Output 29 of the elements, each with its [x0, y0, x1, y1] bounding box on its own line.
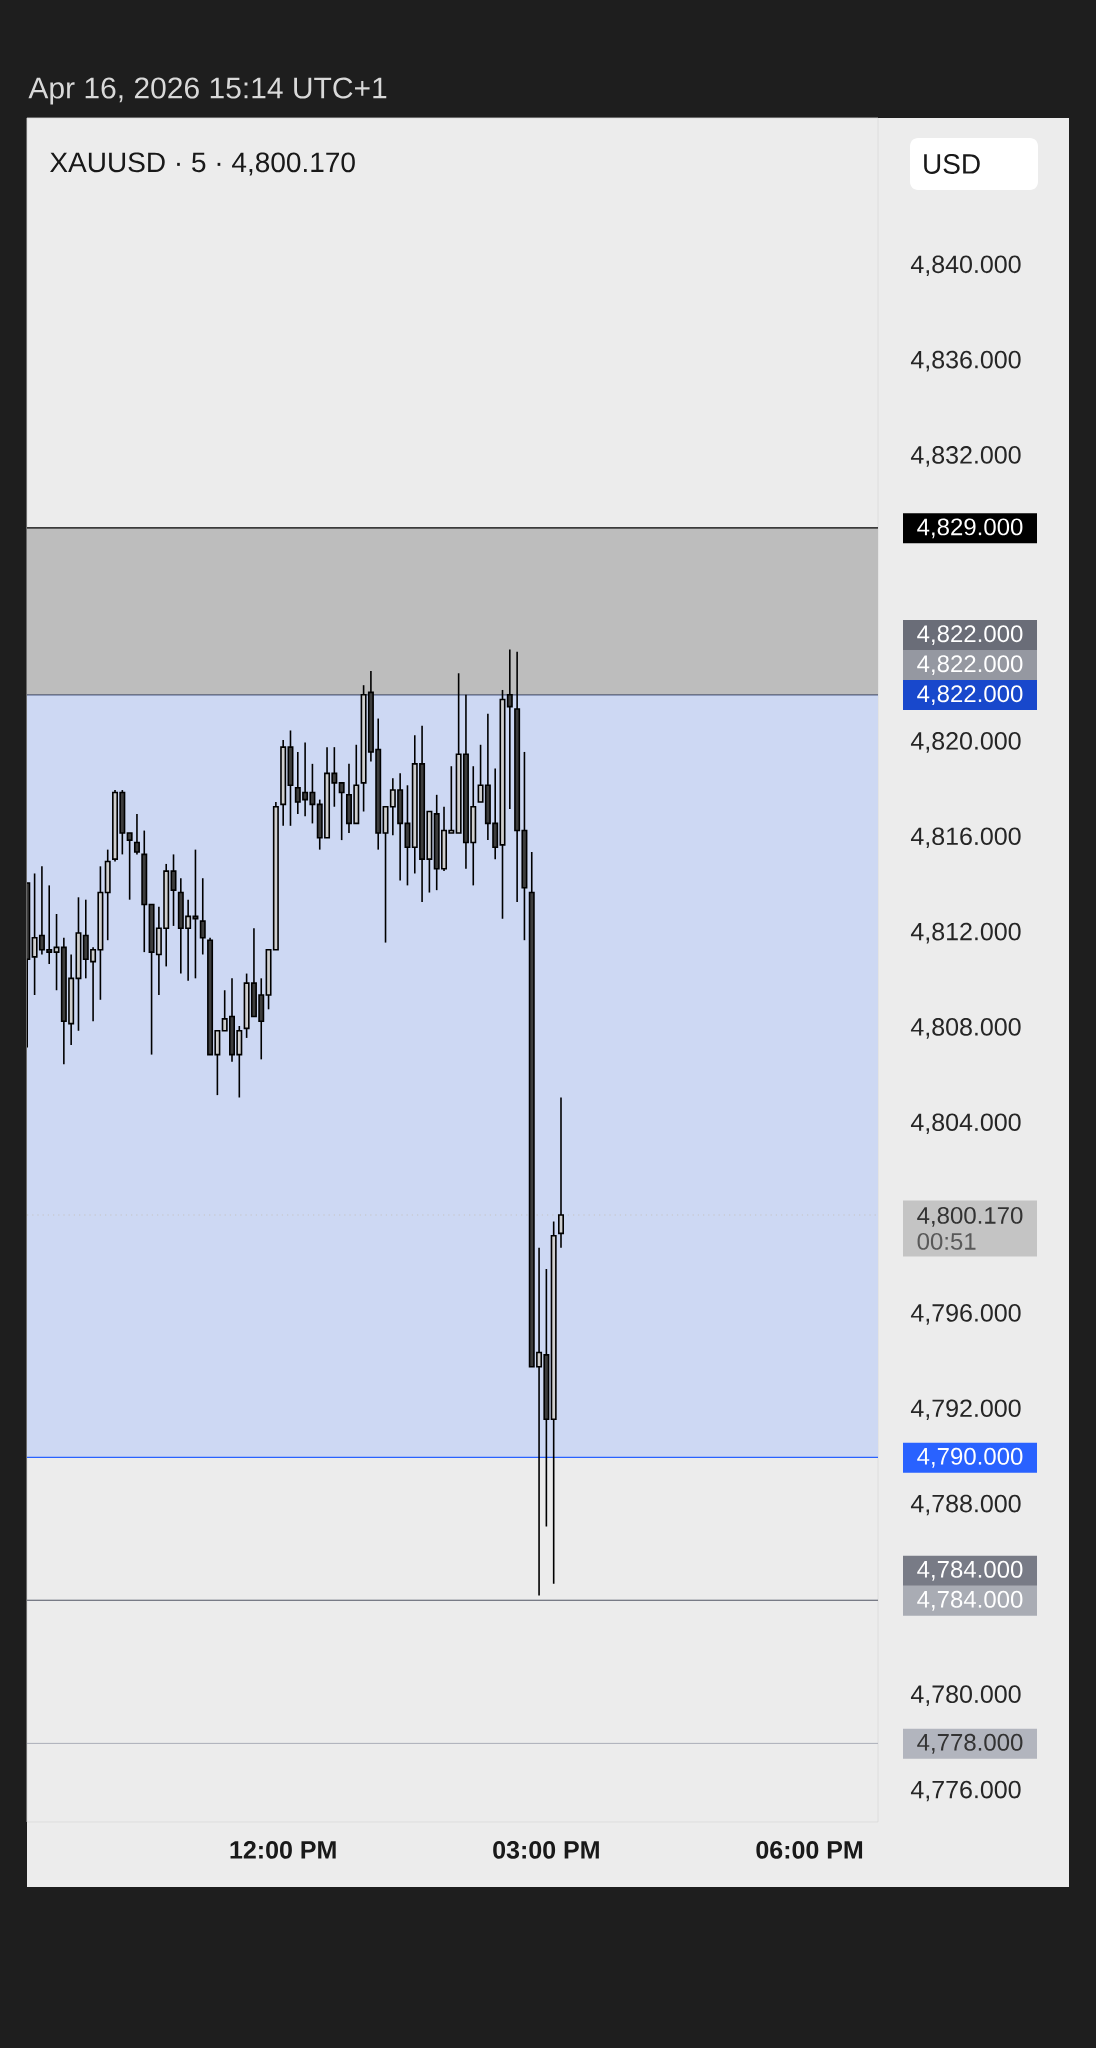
ref-line-label: 4,784.000 — [917, 1560, 1023, 1581]
y-axis-title: USD — [924, 154, 980, 174]
y-tick-label: 4,816.000 — [910, 827, 1021, 849]
ref-line-label: 4,800.170 — [917, 1206, 1023, 1227]
chart-subtitle: Apr 16, 2026 15:14 UTC+1 — [28, 77, 387, 105]
y-tick-label: 4,820.000 — [910, 732, 1021, 753]
y-tick-label: 4,796.000 — [910, 1304, 1021, 1325]
ref-line-label: 4,822.000 — [917, 625, 1023, 646]
y-tick-label: 4,808.000 — [910, 1018, 1021, 1039]
text: 00:51 — [917, 1232, 976, 1250]
ref-line-label: 4,778.000 — [917, 1733, 1023, 1754]
y-tick-label: 4,804.000 — [910, 1113, 1021, 1135]
ref-line-label: 4,784.000 — [917, 1590, 1023, 1611]
ref-line-label: 4,822.000 — [917, 655, 1023, 676]
text: XAUUSD · 5 · 4,800.170 — [50, 152, 355, 176]
x-tick-label: 12:00 PM — [230, 1841, 336, 1859]
y-tick-label: 4,836.000 — [910, 350, 1021, 372]
x-tick-label: 06:00 PM — [756, 1841, 863, 1859]
ref-line-label: 4,829.000 — [917, 518, 1023, 539]
y-tick-label: 4,776.000 — [910, 1780, 1021, 1802]
y-tick-label: 4,840.000 — [910, 255, 1021, 277]
y-tick-label: 4,780.000 — [910, 1685, 1021, 1707]
y-tick-label: 4,788.000 — [910, 1494, 1021, 1516]
ref-line-label: 4,790.000 — [917, 1447, 1023, 1468]
y-tick-label: 4,792.000 — [910, 1399, 1021, 1421]
y-tick-label: 4,832.000 — [910, 446, 1021, 467]
y-tick-label: 4,812.000 — [910, 922, 1021, 944]
ref-line-label: 4,822.000 — [917, 685, 1023, 706]
x-tick-label: 03:00 PM — [493, 1841, 599, 1859]
